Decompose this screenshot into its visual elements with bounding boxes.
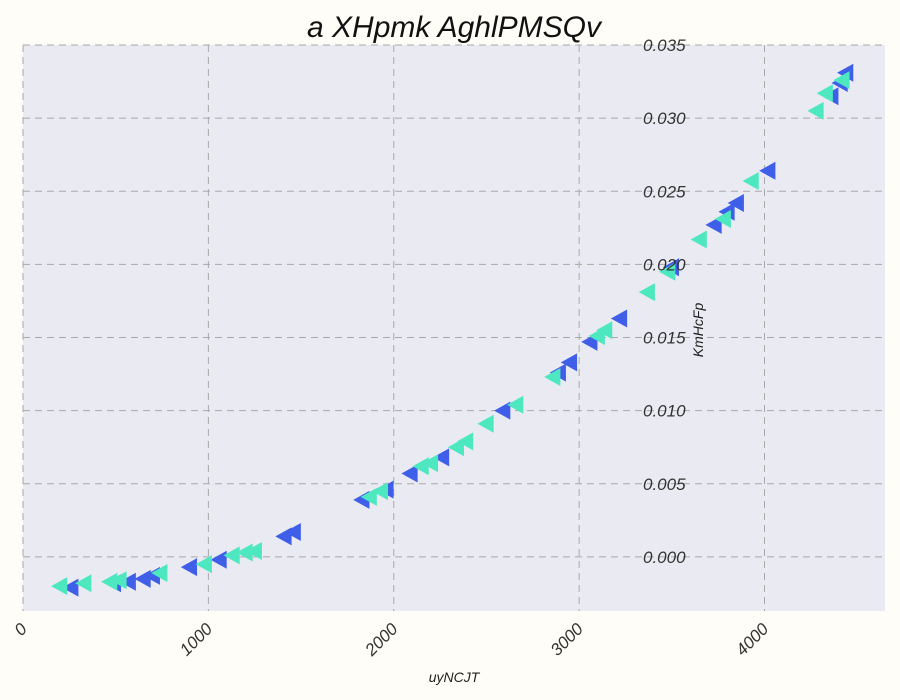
y-tick-label: 0.015 — [643, 329, 686, 348]
data-point — [714, 210, 731, 229]
data-point — [477, 414, 494, 433]
grid — [22, 44, 885, 611]
data-point — [62, 578, 79, 597]
y-tick-label: 0.030 — [643, 109, 686, 128]
data-point — [807, 101, 824, 120]
data-point — [596, 321, 613, 340]
data-point — [119, 572, 136, 591]
data-point — [110, 571, 127, 590]
data-point — [401, 464, 418, 483]
data-point — [223, 546, 240, 565]
data-point — [638, 283, 655, 302]
y-tick-label: 0.035 — [643, 36, 686, 55]
data-point — [759, 161, 776, 180]
data-point — [284, 523, 301, 542]
data-point — [507, 395, 524, 414]
y-tick-label: 0.010 — [643, 402, 686, 421]
data-point — [457, 432, 474, 451]
data-point — [360, 487, 377, 506]
data-point — [727, 193, 744, 212]
x-tick-label: 1000 — [176, 619, 217, 660]
data-point — [75, 574, 92, 593]
data-point — [816, 84, 833, 103]
data-point — [833, 71, 850, 90]
x-axis-label: uyNCJT — [429, 669, 481, 685]
x-tick-label: 3000 — [547, 619, 588, 660]
data-point — [51, 577, 68, 596]
data-point — [432, 448, 450, 467]
y-axis-label: KmHcFp — [690, 303, 706, 358]
data-point — [371, 482, 388, 501]
x-tick-labels: 0 1000 2000 3000 4000 — [11, 619, 773, 660]
data-point — [180, 558, 198, 577]
y-tick-labels: 0.000 0.005 0.010 0.015 0.020 0.025 0.030 0.035 — [643, 36, 686, 567]
data-point — [195, 555, 212, 574]
data-point — [610, 309, 628, 328]
y-tick-label: 0.020 — [643, 255, 686, 274]
data-point — [742, 172, 759, 191]
plot-area — [23, 45, 885, 611]
data-point — [494, 401, 511, 420]
x-tick-label: 0 — [11, 619, 32, 640]
data-point — [210, 550, 227, 569]
y-tick-label: 0.005 — [643, 475, 686, 494]
data-point — [236, 543, 253, 562]
y-tick-label: 0.025 — [643, 182, 686, 201]
data-point — [690, 230, 707, 249]
data-point — [544, 367, 561, 386]
x-tick-label: 4000 — [732, 619, 773, 660]
data-point — [245, 542, 262, 561]
x-tick-label: 2000 — [361, 619, 402, 660]
data-points — [51, 63, 854, 597]
y-tick-label: 0.000 — [643, 548, 686, 567]
data-point — [421, 454, 439, 473]
data-point — [560, 353, 578, 372]
data-point — [151, 563, 168, 582]
data-point — [101, 572, 118, 591]
data-point — [659, 262, 676, 281]
chart-title: a XHpmk AghlPMSQv — [307, 11, 603, 44]
